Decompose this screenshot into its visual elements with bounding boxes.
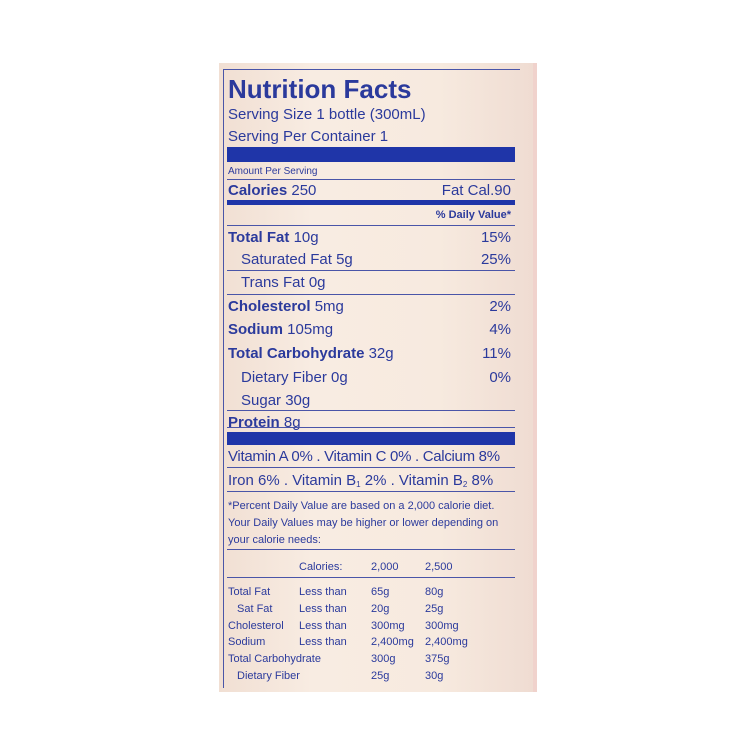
dv-table-cell: 300mg [425, 619, 459, 632]
b1-value: 2% . Vitamin B [360, 472, 463, 489]
thick-divider [227, 432, 515, 445]
nutrient-amount: 5mg [314, 298, 344, 315]
nutrient-label: Cholesterol [228, 298, 311, 315]
nutrient-row: Saturated Fat 5g [241, 252, 353, 267]
dv-table-cell: 80g [425, 586, 444, 598]
dv-table-cell: 300g [371, 653, 396, 666]
iron-vitamin-b1: Iron 6% . Vitamin B [228, 472, 357, 489]
nutrient-row: Cholesterol 5mg [228, 299, 344, 314]
nutrient-daily-value: 15% [480, 229, 511, 246]
nutrient-amount: 105mg [287, 321, 334, 338]
calories-label: Calories [228, 182, 288, 199]
divider [227, 427, 515, 428]
footnote-line: your calorie needs: [228, 534, 321, 546]
dv-header-2000: 2,000 [371, 561, 399, 573]
nutrient-daily-value: 25% [480, 251, 511, 268]
dv-header-calories: Calories: [299, 561, 343, 573]
nutrient-daily-value: 2% [489, 298, 511, 315]
servings-per-container: Serving Per Container 1 [228, 128, 389, 145]
amount-per-serving: Amount Per Serving [228, 166, 318, 177]
divider [227, 491, 515, 492]
nutrient-label: Saturated Fat [241, 251, 332, 268]
b2-value: 8% [467, 472, 494, 489]
b1-subscript: 1 [356, 480, 361, 489]
dv-table-cell: Total Fat [228, 586, 271, 598]
nutrition-label: Nutrition Facts Serving Size 1 bottle (3… [219, 63, 537, 692]
footnote-line: *Percent Daily Value are based on a 2,00… [228, 500, 495, 512]
footnote-line: Your Daily Values may be higher or lower… [228, 517, 499, 529]
nutrient-daily-value: 0% [489, 369, 511, 386]
dv-table-cell: 2,400mg [425, 636, 468, 649]
nutrient-row: Dietary Fiber 0g [241, 370, 348, 385]
dv-table-cell: 30g [425, 670, 444, 682]
divider [227, 549, 515, 550]
dv-table-cell: Total Carbohydrate [228, 653, 321, 666]
nutrient-row: Trans Fat 0g [241, 275, 326, 290]
divider [227, 467, 515, 468]
nutrient-label: Protein [228, 414, 280, 431]
nutrient-amount: 30g [285, 392, 311, 409]
nutrient-label: Trans Fat [241, 274, 305, 291]
nutrient-row: Protein 8g [228, 415, 301, 430]
calories-value: 250 [291, 182, 317, 199]
dv-table-cell: 375g [425, 653, 450, 666]
nutrient-row: Sugar 30g [241, 393, 310, 408]
divider [227, 225, 515, 226]
vitamins-line-2: Iron 6% . Vitamin B1 2% . Vitamin B2 8% [228, 473, 493, 489]
dv-table-cell: Less than [299, 586, 347, 598]
nutrient-amount: 0g [331, 369, 348, 386]
dv-table-cell: Sodium [228, 636, 266, 649]
b2-subscript: 2 [462, 480, 468, 489]
dv-table-cell: 2,400mg [371, 636, 414, 649]
divider [227, 577, 515, 578]
nutrient-label: Total Fat [228, 229, 290, 246]
serving-size: Serving Size 1 bottle (300mL) [228, 106, 426, 123]
nutrient-amount: 0g [308, 274, 326, 291]
fat-calories: Fat Cal.90 [441, 182, 511, 199]
nutrient-amount: 10g [293, 229, 319, 246]
dv-table-cell: Less than [299, 602, 347, 615]
medium-divider [227, 200, 515, 205]
nutrient-amount: 5g [336, 251, 353, 268]
dv-table-cell: 65g [371, 586, 390, 598]
divider [227, 294, 515, 295]
dv-header-2500: 2,500 [425, 561, 453, 573]
daily-value-header: % Daily Value* [435, 209, 511, 221]
nutrient-label: Sodium [228, 321, 283, 338]
dv-table-cell: Less than [299, 619, 347, 632]
nutrient-label: Dietary Fiber [241, 369, 327, 386]
label-border [223, 69, 520, 688]
dv-table-cell: Dietary Fiber [237, 670, 300, 682]
vitamins-line-1: Vitamin A 0% . Vitamin C 0% . Calcium 8% [228, 448, 500, 465]
divider [227, 410, 515, 411]
nutrient-daily-value: 11% [482, 345, 511, 362]
label-title: Nutrition Facts [228, 74, 412, 104]
dv-table-cell: 300mg [371, 619, 405, 632]
dv-table-cell: Cholesterol [228, 619, 284, 632]
dv-table-cell: 20g [371, 602, 390, 615]
divider [227, 270, 515, 271]
divider [227, 179, 515, 180]
dv-table-cell: Less than [299, 636, 347, 649]
dv-table-cell: Sat Fat [237, 602, 273, 615]
dv-table-cell: 25g [425, 602, 444, 615]
nutrient-amount: 8g [283, 414, 301, 431]
dv-table-cell: 25g [371, 670, 390, 682]
nutrient-label: Total Carbohydrate [228, 345, 365, 362]
nutrient-row: Total Carbohydrate 32g [228, 346, 394, 361]
nutrient-row: Sodium 105mg [228, 322, 333, 337]
thick-divider [227, 147, 515, 162]
nutrient-label: Sugar [241, 392, 282, 409]
nutrient-row: Total Fat 10g [228, 230, 319, 245]
nutrient-daily-value: 4% [489, 321, 511, 338]
nutrient-amount: 32g [368, 345, 394, 362]
